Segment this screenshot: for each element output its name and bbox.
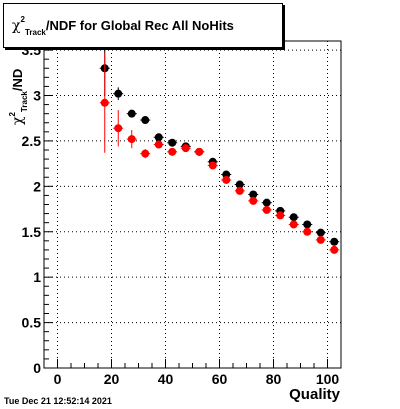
data-point <box>316 235 325 244</box>
data-point <box>168 147 177 156</box>
x-tick-label: 0 <box>54 371 62 387</box>
series-0 <box>99 41 340 246</box>
data-point <box>330 237 339 246</box>
data-point <box>100 98 109 107</box>
y-tick-label: 0 <box>33 360 41 376</box>
y-axis-label: χ2Track/ND <box>8 69 29 125</box>
data-point <box>195 147 204 156</box>
data-point <box>316 228 325 237</box>
title-suffix: /NDF for Global Rec All NoHits <box>45 18 234 33</box>
x-tick-label: 100 <box>316 371 340 387</box>
series-1 <box>99 52 340 254</box>
data-point <box>154 140 163 149</box>
plot-frame <box>43 40 342 369</box>
data-point <box>127 109 136 118</box>
x-tick-label: 20 <box>104 371 120 387</box>
data-point <box>222 175 231 184</box>
data-point <box>168 138 177 147</box>
data-point <box>249 190 258 199</box>
data-point <box>127 135 136 144</box>
data-point <box>154 133 163 142</box>
data-point <box>276 211 285 220</box>
x-tick-label: 60 <box>212 371 228 387</box>
y-tick-label: 0.5 <box>22 315 42 331</box>
title-chi: χ <box>12 18 21 34</box>
data-point <box>114 89 123 98</box>
data-point <box>262 205 271 214</box>
y-axis-label-suffix: /ND <box>10 69 25 91</box>
y-tick-label: 2.5 <box>22 133 42 149</box>
data-point <box>262 198 271 207</box>
timestamp-footer: Tue Dec 21 12:52:14 2021 <box>4 396 112 406</box>
data-point <box>249 196 258 205</box>
x-tick-label: 40 <box>158 371 174 387</box>
axis-ticks <box>43 49 342 369</box>
y-axis-label-chi: χ <box>10 116 26 125</box>
y-tick-label: 1.5 <box>22 224 42 240</box>
data-point <box>289 213 298 222</box>
title-superscript: 2 <box>20 15 25 24</box>
data-point <box>235 180 244 189</box>
data-point <box>330 245 339 254</box>
x-tick-label: 80 <box>266 371 282 387</box>
chart-title: χ2 Track/NDF for Global Rec All NoHits <box>12 15 234 37</box>
data-point <box>181 144 190 153</box>
grid-lines <box>44 41 341 368</box>
data-point <box>235 186 244 195</box>
y-axis-label-sup: 2 <box>8 112 17 117</box>
y-tick-label: 3 <box>33 88 41 104</box>
data-point <box>141 149 150 158</box>
y-tick-label: 1 <box>33 269 41 285</box>
title-subscript: Track <box>24 28 46 37</box>
data-point <box>289 220 298 229</box>
x-axis-label: Quality <box>289 386 341 403</box>
data-point <box>208 161 217 170</box>
y-tick-label: 2 <box>33 178 41 194</box>
data-point <box>141 116 150 125</box>
svg-text:χ2Track/ND: χ2Track/ND <box>8 69 29 125</box>
data-point <box>303 220 312 229</box>
y-axis-label-sub: Track <box>20 91 29 112</box>
data-point <box>114 124 123 133</box>
title-box: χ2 Track/NDF for Global Rec All NoHits <box>3 3 283 48</box>
data-point <box>303 227 312 236</box>
data-points <box>99 41 340 254</box>
